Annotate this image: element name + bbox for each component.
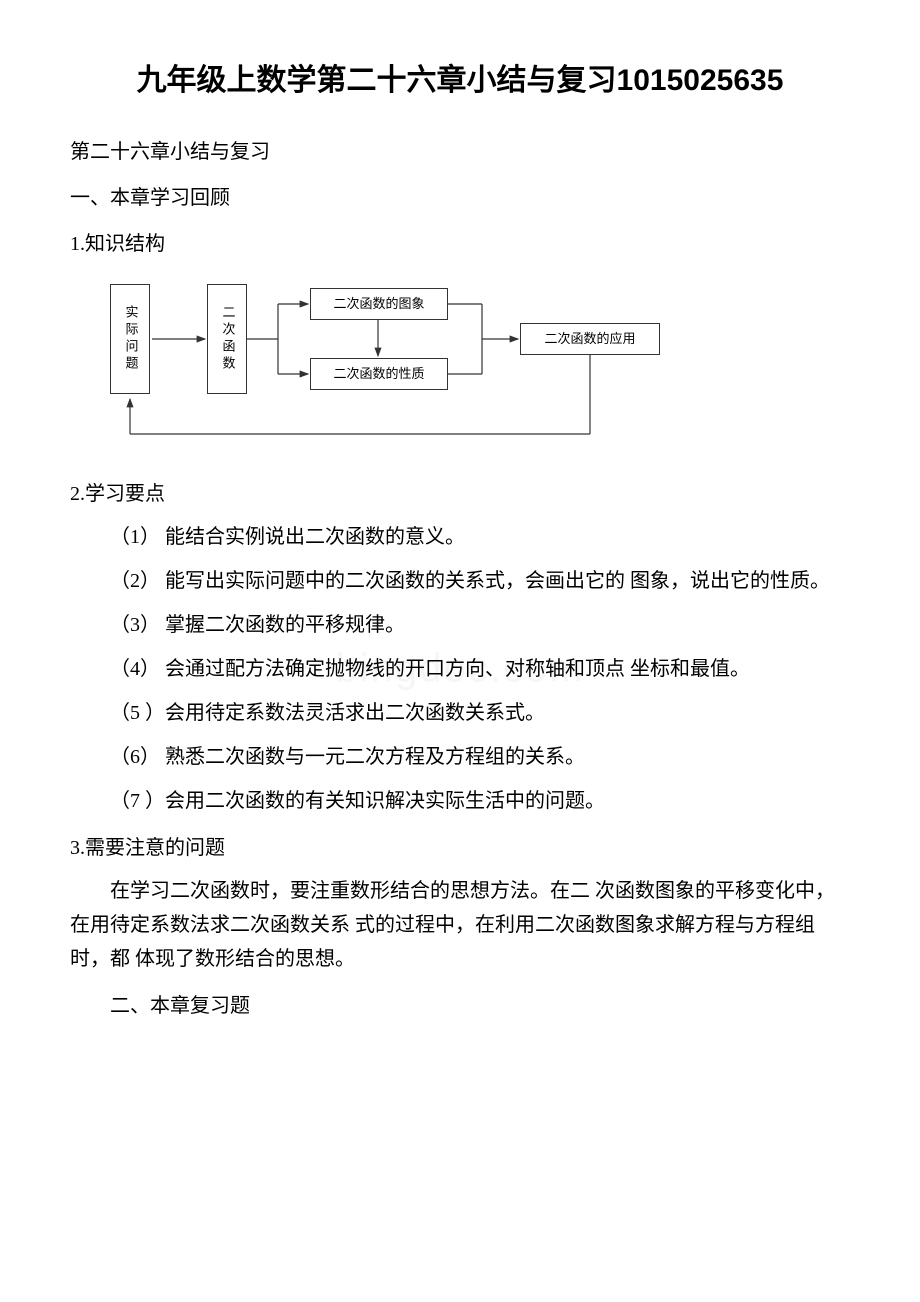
subsection-3-heading: 3.需要注意的问题 — [70, 828, 850, 868]
document-title: 九年级上数学第二十六章小结与复习1015025635 — [70, 60, 850, 102]
flowchart-box-application: 二次函数的应用 — [520, 323, 660, 355]
learning-point-2: （2） 能写出实际问题中的二次函数的关系式，会画出它的 图象，说出它的性质。 — [70, 564, 850, 598]
section-1-heading: 一、本章学习回顾 — [70, 178, 850, 218]
learning-point-7: （7 ）会用二次函数的有关知识解决实际生活中的问题。 — [70, 784, 850, 818]
learning-point-1: （1） 能结合实例说出二次函数的意义。 — [70, 520, 850, 554]
section-2-heading: 二、本章复习题 — [70, 986, 850, 1026]
flowchart-box-problem: 实际问题 — [110, 284, 150, 394]
knowledge-structure-flowchart: 实际问题 二次函数 二次函数的图象 二次函数的性质 二次函数的应用 — [110, 274, 710, 459]
chapter-heading: 第二十六章小结与复习 — [70, 132, 850, 172]
subsection-1-heading: 1.知识结构 — [70, 224, 850, 264]
flowchart-box-function: 二次函数 — [207, 284, 247, 394]
learning-point-5: （5 ）会用待定系数法灵活求出二次函数关系式。 — [70, 696, 850, 730]
note-paragraph: 在学习二次函数时，要注重数形结合的思想方法。在二 次函数图象的平移变化中，在用待… — [70, 874, 850, 976]
learning-point-3: （3） 掌握二次函数的平移规律。 — [70, 608, 850, 642]
subsection-2-heading: 2.学习要点 — [70, 474, 850, 514]
learning-point-6: （6） 熟悉二次函数与一元二次方程及方程组的关系。 — [70, 740, 850, 774]
flowchart-box-graph: 二次函数的图象 — [310, 288, 448, 320]
flowchart-box-properties: 二次函数的性质 — [310, 358, 448, 390]
learning-point-4: （4） 会通过配方法确定抛物线的开口方向、对称轴和顶点 坐标和最值。 — [70, 652, 850, 686]
